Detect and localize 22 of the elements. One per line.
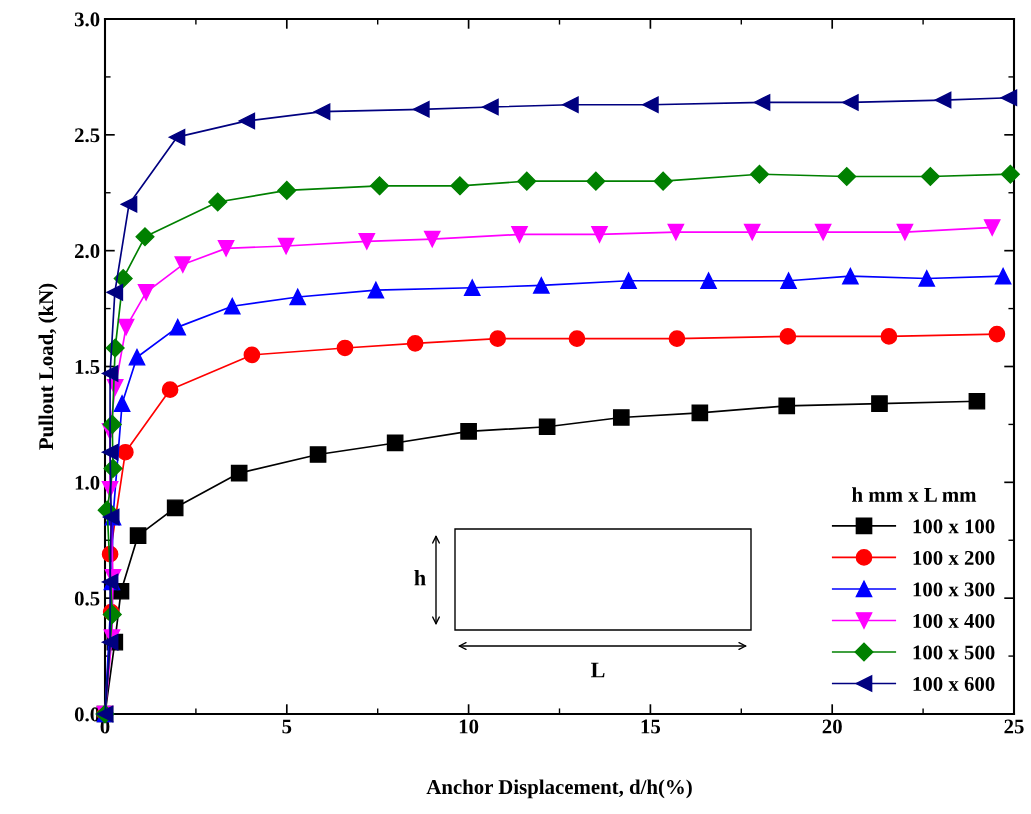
- x-axis-title: Anchor Displacement, d/h(%): [426, 779, 692, 799]
- legend-title: h mm x L mm: [852, 487, 977, 502]
- legend-label: 100 x 200: [913, 550, 995, 565]
- legend-label: 100 x 300: [913, 582, 995, 597]
- y-axis-title: Pullout Load, (kN): [38, 283, 58, 450]
- legend-label: 100 x 500: [913, 645, 995, 660]
- legend-label: 100 x 400: [913, 613, 995, 628]
- y-tick-label: 2.0: [74, 244, 100, 259]
- x-tick-label: 15: [641, 719, 661, 734]
- y-tick-label: 2.5: [74, 128, 100, 143]
- x-tick-label: 5: [282, 719, 292, 734]
- annotation: L: [590, 662, 605, 678]
- y-tick-label: 1.0: [75, 475, 100, 490]
- y-tick-label: 3.0: [74, 12, 100, 27]
- annotation: h: [414, 569, 426, 586]
- x-tick-label: 25: [1004, 719, 1024, 734]
- x-tick-label: 10: [459, 719, 479, 734]
- legend-label: 100 x 100: [913, 519, 995, 534]
- legend-label: 100 x 600: [913, 676, 995, 692]
- y-tick-label: 1.5: [75, 359, 100, 375]
- y-tick-label: 0.5: [74, 591, 100, 606]
- x-tick-label: 20: [822, 719, 842, 734]
